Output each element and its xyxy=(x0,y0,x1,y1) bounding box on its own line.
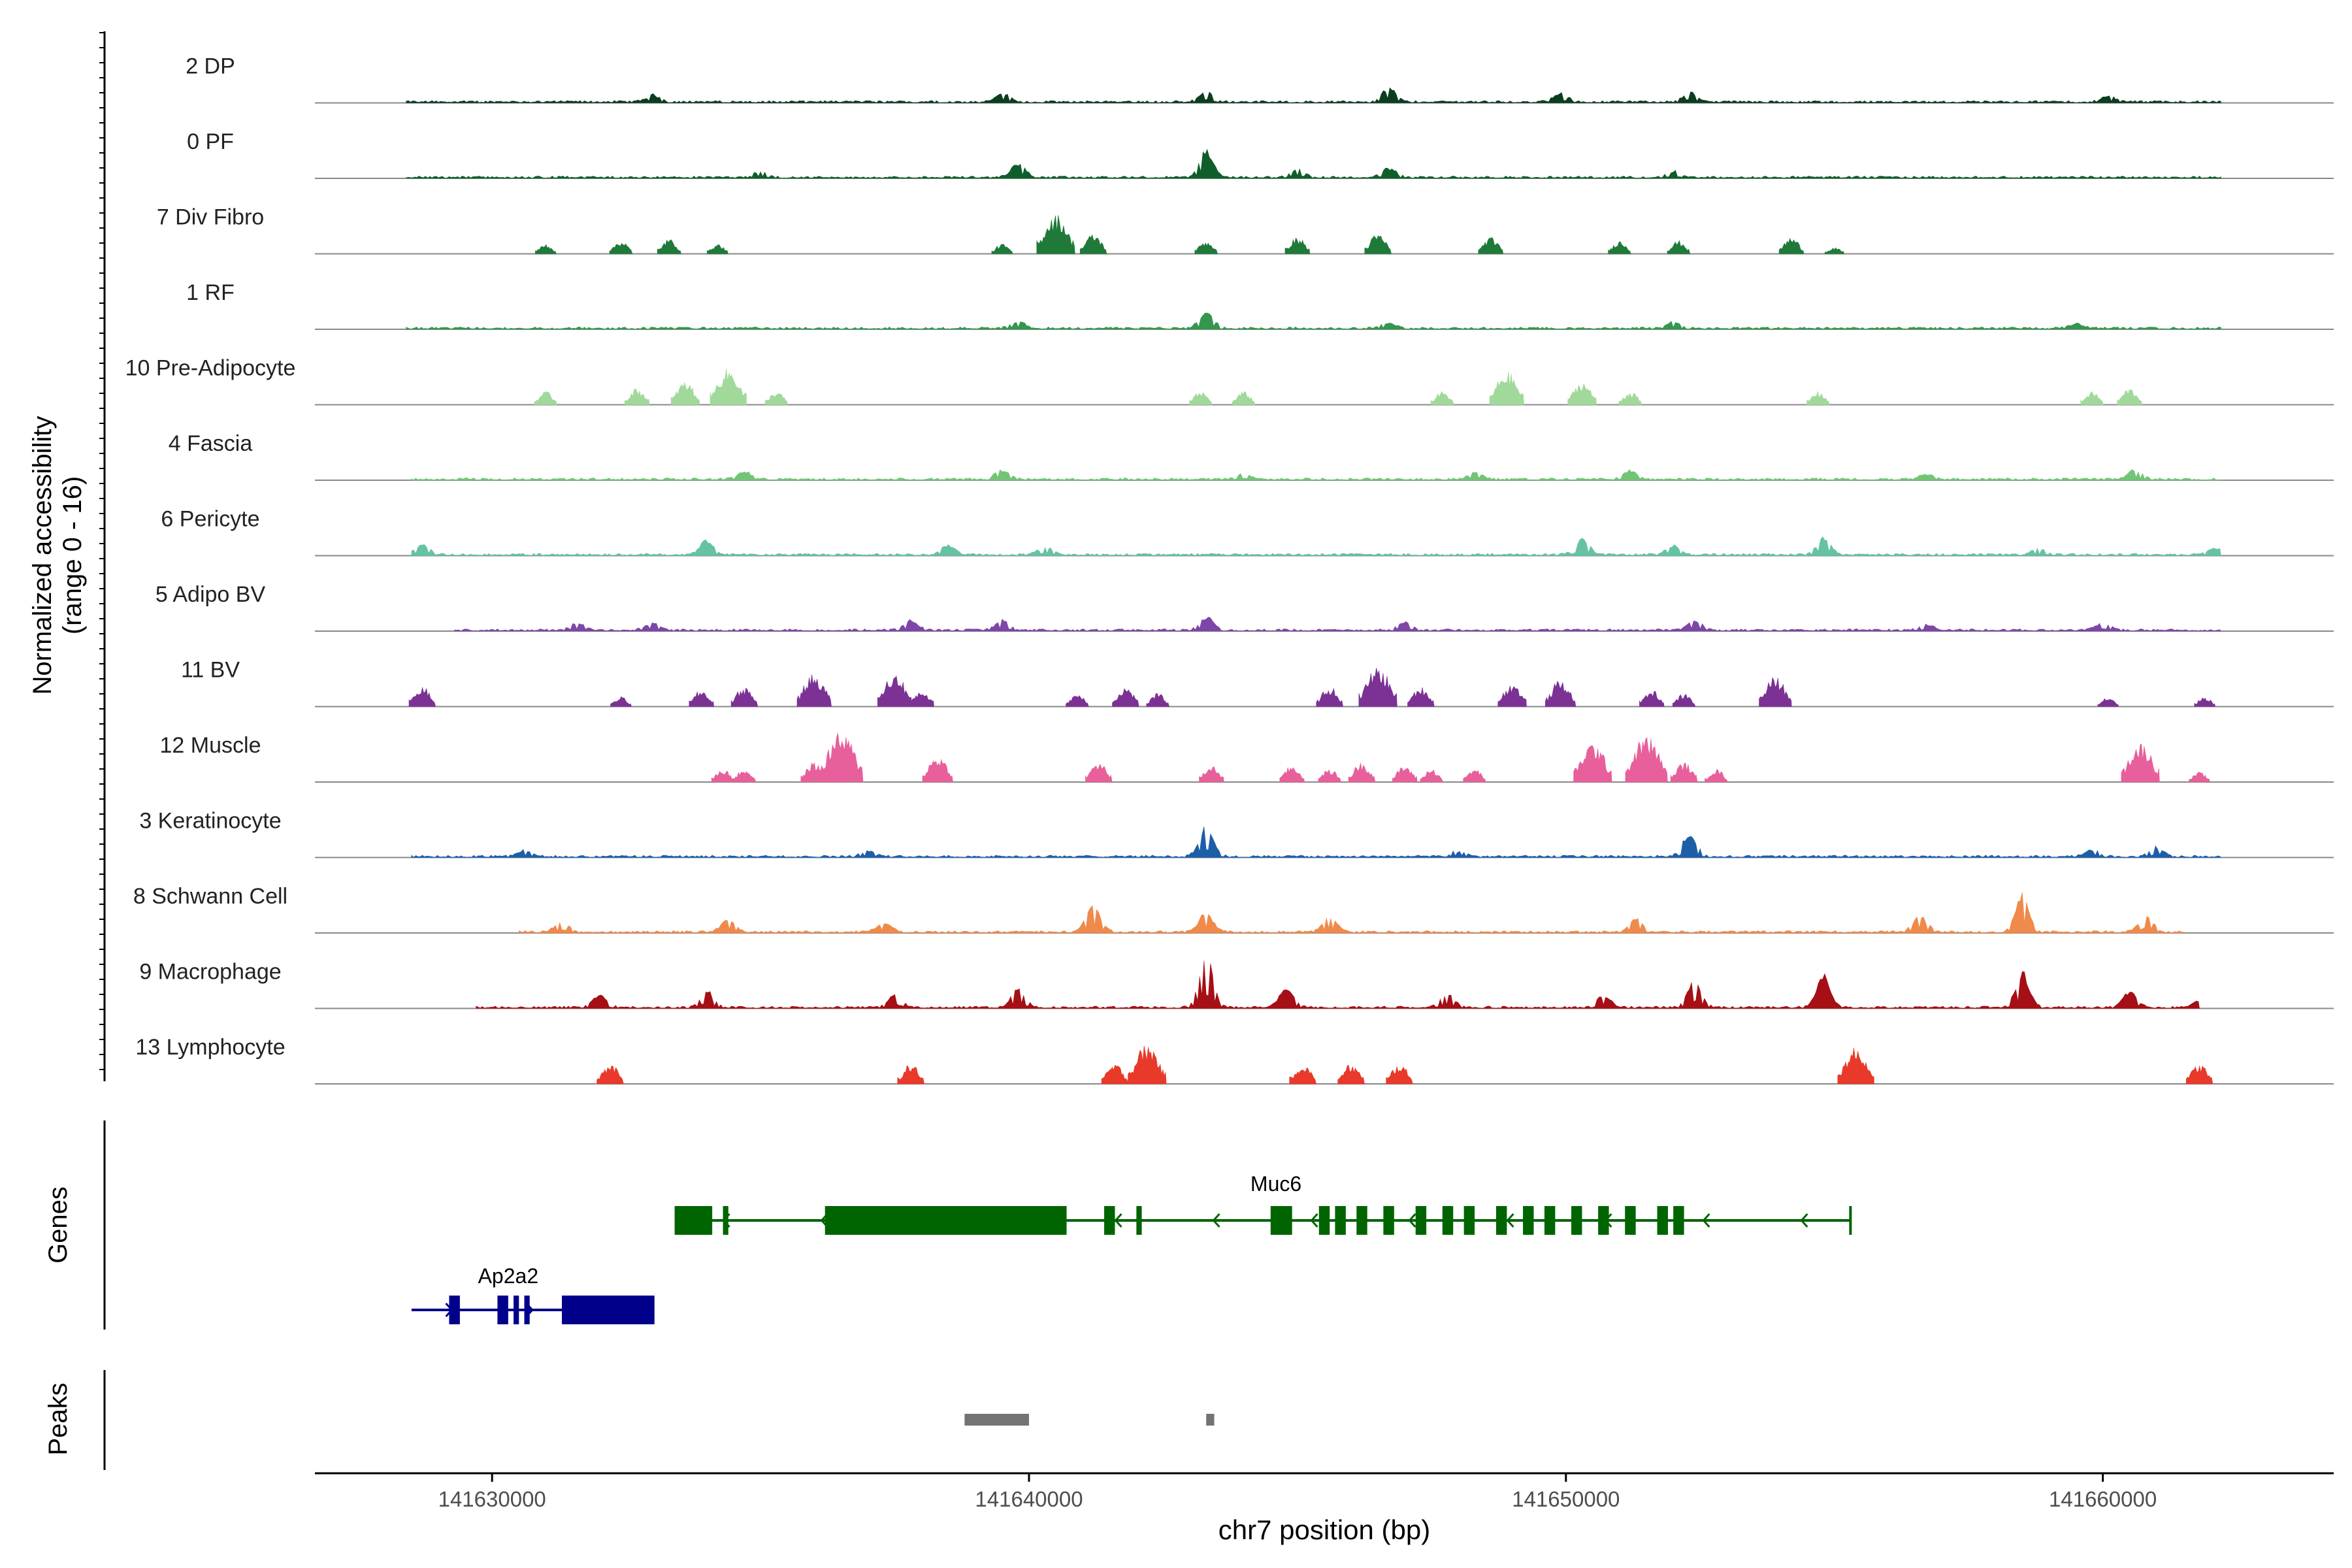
gene-name-label: Ap2a2 xyxy=(478,1264,539,1288)
gene-exon xyxy=(1571,1206,1582,1235)
coverage-area xyxy=(534,368,2142,405)
coverage-area xyxy=(406,312,2221,330)
gene-exon xyxy=(1104,1206,1115,1235)
coverage-tracks: 2 DP 0 PF 7 Div Fibro 1 RF 10 Pre-Adipocyte 4… xyxy=(125,54,2334,1085)
strand-arrow xyxy=(1114,1213,1122,1228)
gene-ap2a2: Ap2a2 xyxy=(411,1264,655,1324)
track-label: 1 RF xyxy=(186,280,235,305)
gene-exon xyxy=(825,1206,1067,1235)
y-axis-title: Normalized accessibility(range 0 - 16) xyxy=(28,416,87,695)
coverage-area xyxy=(408,668,2216,707)
gene-exon xyxy=(1335,1206,1346,1235)
track-label: 7 Div Fibro xyxy=(157,205,264,230)
peak-region xyxy=(964,1414,1030,1426)
strand-arrow xyxy=(1800,1213,1808,1228)
strand-arrow xyxy=(1212,1213,1220,1228)
coverage-area xyxy=(406,148,2221,179)
gene-exon xyxy=(674,1206,713,1235)
track-11: 8 Schwann Cell xyxy=(133,884,2334,934)
gene-exon xyxy=(1523,1206,1534,1235)
track-12: 9 Macrophage xyxy=(139,960,2334,1009)
coverage-area xyxy=(596,1045,2213,1085)
peaks-panel: Peaks xyxy=(44,1370,1215,1470)
gene-exon xyxy=(1598,1206,1609,1235)
gene-exon xyxy=(1657,1206,1668,1235)
track-1: 0 PF xyxy=(187,129,2334,179)
track-label: 12 Muscle xyxy=(160,733,261,758)
strand-arrow xyxy=(1506,1213,1514,1228)
track-label: 2 DP xyxy=(186,54,235,79)
x-tick-label: 141630000 xyxy=(438,1487,546,1511)
track-label: 11 BV xyxy=(181,658,240,683)
track-label: 13 Lymphocyte xyxy=(135,1035,285,1060)
gene-exon xyxy=(524,1296,530,1324)
track-5: 4 Fascia xyxy=(169,431,2334,481)
track-10: 3 Keratinocyte xyxy=(139,809,2334,858)
gene-exon xyxy=(1463,1206,1475,1235)
gene-exon xyxy=(1415,1206,1427,1235)
gene-name-label: Muc6 xyxy=(1250,1172,1301,1196)
track-label: 9 Macrophage xyxy=(139,960,281,985)
gene-exon xyxy=(1270,1206,1292,1235)
coverage-area xyxy=(519,892,2184,934)
coverage-area xyxy=(711,733,2210,783)
x-axis: 141630000 141640000 141650000 141660000 chr7… xyxy=(315,1472,2334,1545)
gene-exon xyxy=(449,1296,460,1324)
gene-exon xyxy=(514,1296,519,1324)
gene-exon xyxy=(1136,1206,1142,1235)
strand-arrow xyxy=(1408,1213,1416,1228)
gene-exon xyxy=(1383,1206,1394,1235)
track-label: 6 Pericyte xyxy=(161,507,259,532)
gene-exon xyxy=(723,1206,728,1235)
track-label: 0 PF xyxy=(187,129,234,154)
gene-exon xyxy=(1442,1206,1454,1235)
track-0: 2 DP xyxy=(186,54,2334,104)
track-9: 12 Muscle xyxy=(160,733,2334,783)
track-6: 6 Pericyte xyxy=(161,507,2334,557)
coverage-area xyxy=(406,87,2221,103)
gene-exon xyxy=(1318,1206,1330,1235)
track-3: 1 RF xyxy=(186,280,2334,330)
gene-exon xyxy=(1356,1206,1367,1235)
gene-exon xyxy=(562,1296,653,1324)
x-tick-label: 141650000 xyxy=(1512,1487,1620,1511)
track-label: 5 Adipo BV xyxy=(155,582,266,607)
strand-arrow xyxy=(1702,1213,1710,1228)
x-tick-label: 141660000 xyxy=(2049,1487,2157,1511)
track-7: 5 Adipo BV xyxy=(155,582,2334,632)
peak-region xyxy=(1206,1414,1215,1426)
strand-arrow xyxy=(1310,1213,1318,1228)
genes-label: Genes xyxy=(44,1186,73,1264)
gene-exon xyxy=(1495,1206,1507,1235)
track-label: 8 Schwann Cell xyxy=(133,884,287,909)
track-2: 7 Div Fibro xyxy=(157,205,2334,255)
peaks-label: Peaks xyxy=(44,1382,73,1455)
coverage-area xyxy=(535,215,1844,254)
gene-exon xyxy=(1544,1206,1556,1235)
coverage-area xyxy=(411,536,2221,556)
y-axis xyxy=(99,31,106,1081)
genes-panel: Genes Muc6 Ap2a2 xyxy=(44,1120,1852,1330)
track-13: 13 Lymphocyte xyxy=(135,1035,2334,1085)
y-axis-label: Normalized accessibility(range 0 - 16) xyxy=(28,416,87,695)
track-4: 10 Pre-Adipocyte xyxy=(125,356,2334,406)
coverage-area xyxy=(411,469,2222,481)
coverage-area xyxy=(454,617,2221,632)
gene-exon xyxy=(1625,1206,1636,1235)
x-axis-label: chr7 position (bp) xyxy=(1218,1514,1431,1545)
gene-exon xyxy=(1673,1206,1684,1235)
coverage-area xyxy=(476,960,2200,1009)
track-label: 3 Keratinocyte xyxy=(139,809,281,834)
gene-exon xyxy=(497,1296,508,1324)
coverage-area xyxy=(411,826,2222,858)
gene-muc6: Muc6 xyxy=(674,1172,1852,1235)
track-label: 4 Fascia xyxy=(169,431,253,456)
track-label: 10 Pre-Adipocyte xyxy=(125,356,296,381)
x-tick-label: 141640000 xyxy=(975,1487,1083,1511)
track-8: 11 BV xyxy=(181,658,2334,708)
